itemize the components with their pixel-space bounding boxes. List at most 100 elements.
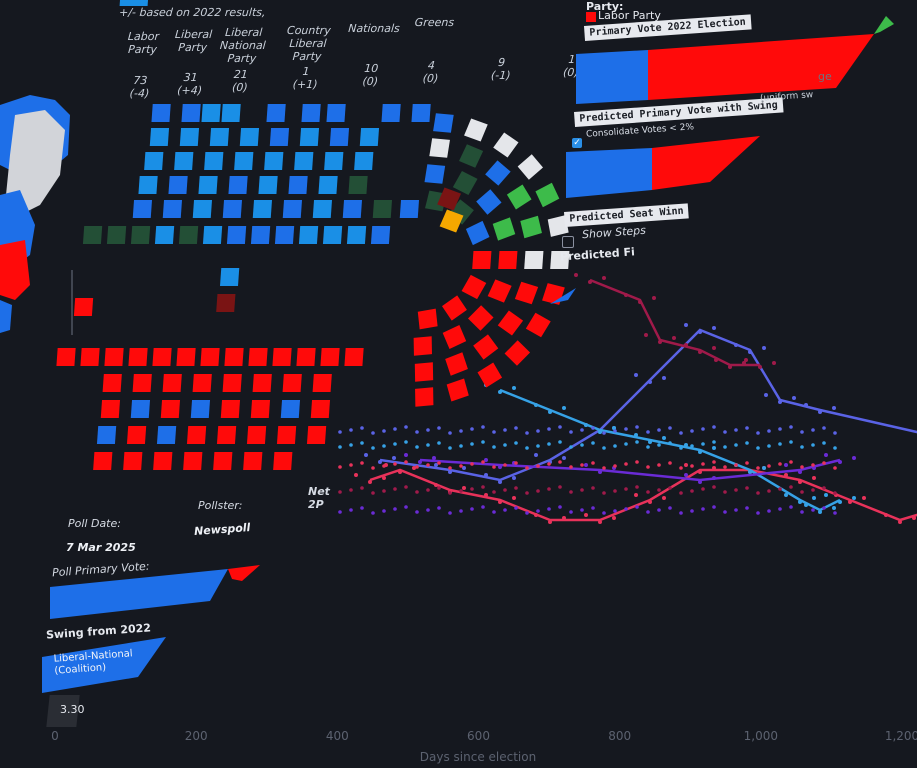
poll-point[interactable] xyxy=(534,453,538,457)
poll-point[interactable] xyxy=(404,485,408,489)
poll-point[interactable] xyxy=(648,500,652,504)
seat-square[interactable] xyxy=(301,104,321,122)
poll-point[interactable] xyxy=(646,465,650,469)
poll-point[interactable] xyxy=(800,430,804,434)
seat-square[interactable] xyxy=(318,176,338,194)
poll-point[interactable] xyxy=(635,440,639,444)
poll-point[interactable] xyxy=(569,445,573,449)
poll-point[interactable] xyxy=(415,465,419,469)
seat-square[interactable] xyxy=(132,200,153,218)
seat-square[interactable] xyxy=(458,144,484,168)
seat-square[interactable] xyxy=(497,310,523,336)
seat-square[interactable] xyxy=(320,348,340,366)
poll-point[interactable] xyxy=(382,464,386,468)
poll-point[interactable] xyxy=(470,462,474,466)
poll-point[interactable] xyxy=(745,426,749,430)
poll-point[interactable] xyxy=(437,426,441,430)
seat-square[interactable] xyxy=(282,200,303,218)
seat-square[interactable] xyxy=(102,374,122,392)
poll-point[interactable] xyxy=(580,443,584,447)
seat-square[interactable] xyxy=(414,361,433,382)
poll-point[interactable] xyxy=(624,293,628,297)
poll-point[interactable] xyxy=(360,426,364,430)
poll-point[interactable] xyxy=(662,496,666,500)
poll-point[interactable] xyxy=(569,430,573,434)
poll-point[interactable] xyxy=(613,444,617,448)
poll-point[interactable] xyxy=(690,429,694,433)
poll-point[interactable] xyxy=(393,507,397,511)
poll-point[interactable] xyxy=(558,460,562,464)
poll-point[interactable] xyxy=(690,509,694,513)
poll-point[interactable] xyxy=(415,490,419,494)
poll-point[interactable] xyxy=(584,423,588,427)
poll-point[interactable] xyxy=(481,425,485,429)
poll-point[interactable] xyxy=(723,510,727,514)
poll-point[interactable] xyxy=(778,507,782,511)
poll-point[interactable] xyxy=(798,480,802,484)
poll-point[interactable] xyxy=(657,488,661,492)
poll-point[interactable] xyxy=(701,442,705,446)
poll-point[interactable] xyxy=(756,511,760,515)
poll-point[interactable] xyxy=(536,444,540,448)
poll-point[interactable] xyxy=(734,343,738,347)
poll-point[interactable] xyxy=(728,365,732,369)
poll-point[interactable] xyxy=(698,450,702,454)
seat-square[interactable] xyxy=(130,226,151,244)
poll-point[interactable] xyxy=(764,393,768,397)
poll-point[interactable] xyxy=(360,486,364,490)
poll-point[interactable] xyxy=(679,511,683,515)
poll-point[interactable] xyxy=(591,441,595,445)
seat-square[interactable] xyxy=(310,400,331,418)
poll-point[interactable] xyxy=(833,431,837,435)
poll-point[interactable] xyxy=(822,461,826,465)
poll-point[interactable] xyxy=(459,429,463,433)
poll-point[interactable] xyxy=(701,487,705,491)
seat-square[interactable] xyxy=(296,348,316,366)
poll-point[interactable] xyxy=(690,489,694,493)
poll-point[interactable] xyxy=(778,400,782,404)
poll-point[interactable] xyxy=(514,441,518,445)
poll-point[interactable] xyxy=(832,406,836,410)
seat-square[interactable] xyxy=(344,348,364,366)
seat-square[interactable] xyxy=(239,128,260,146)
poll-point[interactable] xyxy=(492,445,496,449)
poll-point[interactable] xyxy=(562,516,566,520)
poll-point[interactable] xyxy=(598,430,602,434)
seat-square[interactable] xyxy=(273,452,293,470)
poll-point[interactable] xyxy=(714,358,718,362)
seat-square[interactable] xyxy=(128,348,148,366)
swing-value[interactable]: 3.30 xyxy=(60,703,85,716)
poll-point[interactable] xyxy=(800,465,804,469)
poll-point[interactable] xyxy=(684,463,688,467)
seat-square[interactable] xyxy=(200,348,220,366)
poll-point[interactable] xyxy=(569,510,573,514)
poll-point[interactable] xyxy=(349,488,353,492)
seat-square[interactable] xyxy=(282,374,302,392)
seat-square[interactable] xyxy=(294,152,314,170)
seat-square[interactable] xyxy=(288,176,308,194)
seat-square[interactable] xyxy=(441,295,467,321)
poll-point[interactable] xyxy=(437,486,441,490)
poll-point[interactable] xyxy=(748,350,752,354)
seat-square[interactable] xyxy=(473,334,499,360)
seat-square[interactable] xyxy=(269,128,290,146)
poll-point[interactable] xyxy=(514,426,518,430)
poll-point[interactable] xyxy=(404,453,408,457)
seat-square[interactable] xyxy=(299,128,320,146)
poll-point[interactable] xyxy=(852,496,856,500)
primary-vote-2022-bar[interactable] xyxy=(574,16,904,106)
seat-square[interactable] xyxy=(144,152,164,170)
seat-square[interactable] xyxy=(258,176,278,194)
poll-point[interactable] xyxy=(484,493,488,497)
poll-point[interactable] xyxy=(598,470,602,474)
seat-square[interactable] xyxy=(222,374,242,392)
poll-point[interactable] xyxy=(613,429,617,433)
poll-point[interactable] xyxy=(723,465,727,469)
seat-square[interactable] xyxy=(329,128,350,146)
poll-point[interactable] xyxy=(448,446,452,450)
poll-point[interactable] xyxy=(562,456,566,460)
seat-square[interactable] xyxy=(126,426,147,444)
poll-point[interactable] xyxy=(462,486,466,490)
poll-point[interactable] xyxy=(393,462,397,466)
poll-point[interactable] xyxy=(712,466,716,470)
